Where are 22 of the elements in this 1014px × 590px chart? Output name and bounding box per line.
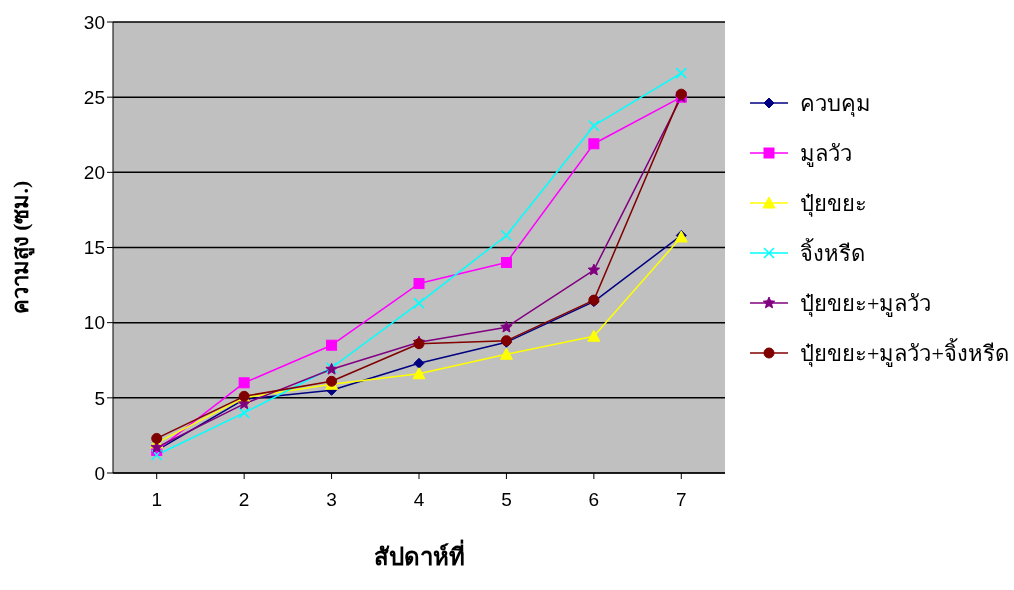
x-tick-label: 1 <box>151 489 162 511</box>
x-tick-label: 2 <box>238 489 250 511</box>
y-tick-label: 0 <box>94 462 105 484</box>
legend-label: จิ้งหรีด <box>800 237 865 268</box>
legend-label: มูลวัว <box>800 139 852 169</box>
y-tick-label: 20 <box>83 162 105 184</box>
y-tick-label: 5 <box>94 387 105 409</box>
y-tick-label: 10 <box>83 312 105 334</box>
legend-label: ปุ๋ยขยะ <box>800 189 867 219</box>
x-tick-label: 3 <box>326 489 337 511</box>
legend-label: ปุ๋ยขยะ+มูลวัว+จิ้งหรีด <box>800 337 1009 369</box>
x-tick-label: 6 <box>588 489 600 511</box>
y-tick-label: 15 <box>83 237 105 259</box>
legend-label: ปุ๋ยขยะ+มูลวัว <box>800 289 932 319</box>
y-axis-title: ความสูง (ซม.) <box>7 180 35 315</box>
x-tick-label: 4 <box>413 489 425 511</box>
x-axis-title: สัปดาห์ที่ <box>373 539 465 570</box>
y-tick-label: 30 <box>83 11 105 33</box>
legend-label: ควบคุม <box>800 89 871 119</box>
x-tick-label: 5 <box>501 489 512 511</box>
x-tick-label: 7 <box>676 489 687 511</box>
y-tick-label: 25 <box>83 86 105 108</box>
